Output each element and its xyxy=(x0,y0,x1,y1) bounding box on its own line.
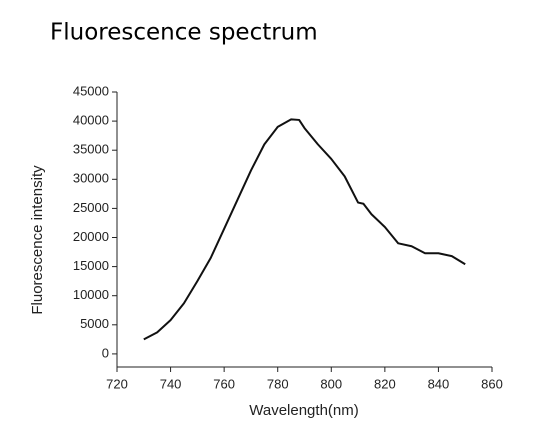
x-tick-label: 800 xyxy=(320,376,342,391)
x-tick-label: 780 xyxy=(267,376,289,391)
y-tick-label: 20000 xyxy=(73,229,109,244)
x-tick-label: 720 xyxy=(106,376,128,391)
y-axis-label: Fluorescence intensity xyxy=(29,165,46,315)
x-tick-label: 760 xyxy=(213,376,235,391)
y-tick-label: 0 xyxy=(102,345,109,360)
y-tick-label: 30000 xyxy=(73,171,109,186)
y-tick-label: 25000 xyxy=(73,200,109,215)
x-tick-label: 840 xyxy=(428,376,450,391)
y-tick-label: 35000 xyxy=(73,142,109,157)
x-tick-label: 740 xyxy=(160,376,182,391)
chart-title: Fluorescence spectrum xyxy=(50,20,318,46)
x-tick-label: 820 xyxy=(374,376,396,391)
y-tick-label: 15000 xyxy=(73,258,109,273)
x-axis-label: Wavelength(nm) xyxy=(249,402,358,419)
y-tick-label: 40000 xyxy=(73,113,109,128)
x-tick-label: 860 xyxy=(481,376,503,391)
y-tick-label: 10000 xyxy=(73,287,109,302)
line-series xyxy=(143,118,466,341)
y-tick-label: 5000 xyxy=(80,316,109,331)
y-tick-label: 45000 xyxy=(73,83,109,98)
